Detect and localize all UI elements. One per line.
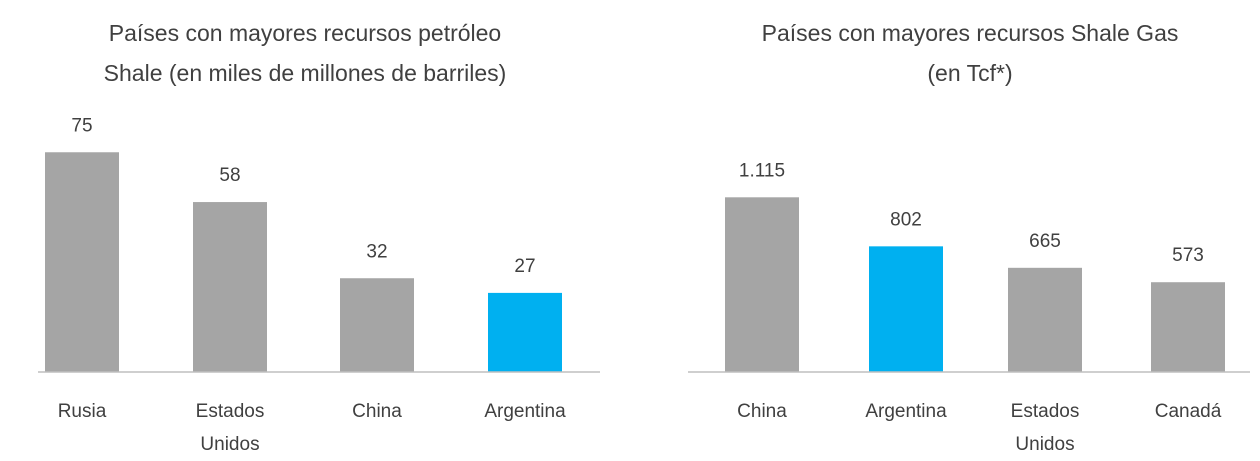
bar — [193, 202, 267, 372]
chart-title: (en Tcf*) — [927, 60, 1012, 86]
bar — [488, 292, 562, 372]
x-tick-label: China — [352, 401, 402, 422]
x-tick-label: Estados Unidos — [1011, 401, 1080, 455]
x-tick-label: Estados Unidos — [196, 401, 265, 455]
x-tick-label: Rusia — [58, 401, 107, 422]
value-label: 1.115 — [739, 160, 785, 181]
value-label: 32 — [366, 241, 387, 262]
bar — [725, 197, 799, 372]
x-tick-label: Canadá — [1155, 401, 1222, 422]
chart-title: Países con mayores recursos Shale Gas — [762, 20, 1179, 46]
x-tick-label: China — [737, 401, 787, 422]
value-label: 573 — [1172, 245, 1204, 266]
value-label: 665 — [1029, 231, 1061, 252]
chart-title: Países con mayores recursos petróleo — [109, 20, 501, 46]
value-label: 75 — [71, 115, 92, 136]
value-label: 802 — [890, 209, 922, 230]
bar — [340, 278, 414, 372]
bar — [45, 152, 119, 372]
value-label: 27 — [514, 256, 535, 277]
chart-title: Shale (en miles de millones de barriles) — [104, 60, 507, 86]
bar — [869, 246, 943, 372]
value-label: 58 — [219, 165, 240, 186]
x-tick-label: Argentina — [865, 401, 947, 422]
bar — [1008, 267, 1082, 372]
x-tick-label: Argentina — [484, 401, 566, 422]
bar — [1151, 282, 1225, 372]
